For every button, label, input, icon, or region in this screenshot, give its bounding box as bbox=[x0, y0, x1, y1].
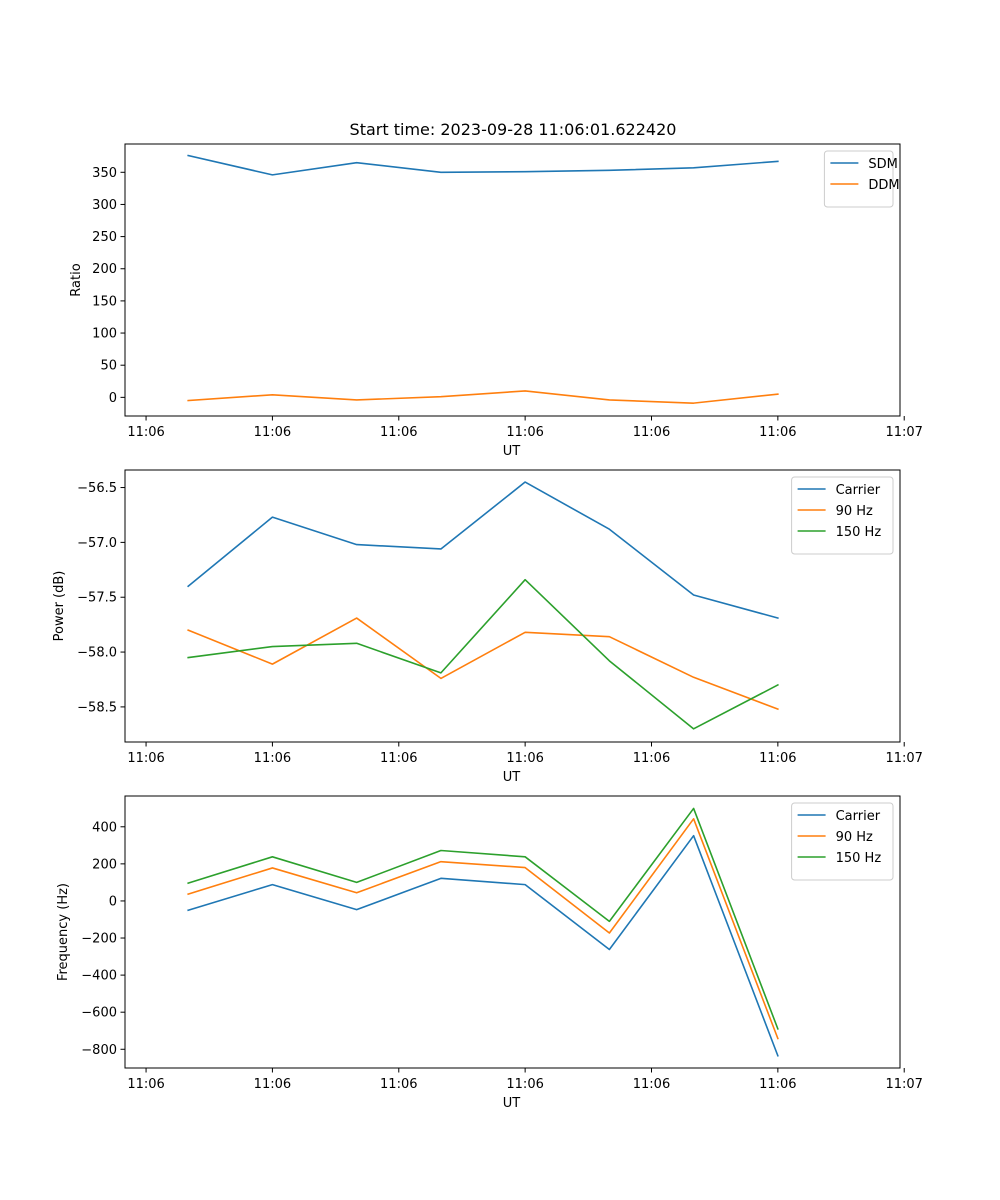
x-tick-label: 11:06 bbox=[633, 1077, 670, 1092]
series-line-ddm bbox=[187, 390, 779, 404]
x-tick-label: 11:06 bbox=[506, 751, 543, 766]
x-tick-label: 11:07 bbox=[885, 751, 922, 766]
legend: Carrier 90 Hz 150 Hz bbox=[791, 802, 894, 881]
y-axis-label: Frequency (Hz) bbox=[56, 883, 71, 981]
x-tick-label: 11:06 bbox=[254, 751, 291, 766]
x-tick-label: 11:06 bbox=[759, 1077, 796, 1092]
x-tick-label: 11:06 bbox=[506, 425, 543, 440]
ratio-panel: Start time: 2023-09-28 11:06:01.622420 1… bbox=[69, 120, 923, 459]
y-tick-label: −57.0 bbox=[77, 536, 117, 551]
legend-label: 150 Hz bbox=[836, 851, 882, 866]
legend: Carrier 90 Hz 150 Hz bbox=[791, 476, 894, 555]
series-line-carrier bbox=[187, 834, 779, 1057]
legend-label: SDM bbox=[868, 157, 897, 172]
y-tick-label: 250 bbox=[92, 230, 117, 245]
y-tick-label: 50 bbox=[100, 359, 117, 374]
x-tick-label: 11:06 bbox=[380, 1077, 417, 1092]
x-tick-label: 11:06 bbox=[633, 425, 670, 440]
y-tick-label: −800 bbox=[81, 1043, 117, 1058]
y-tick-label: 0 bbox=[109, 894, 117, 909]
x-tick-label: 11:06 bbox=[127, 425, 164, 440]
y-tick-label: −58.5 bbox=[77, 700, 117, 715]
x-tick-label: 11:06 bbox=[380, 425, 417, 440]
chart-title: Start time: 2023-09-28 11:06:01.622420 bbox=[350, 120, 677, 139]
axes-frame bbox=[124, 795, 901, 1069]
x-tick-label: 11:06 bbox=[506, 1077, 543, 1092]
series-line-sdm bbox=[187, 154, 779, 176]
legend-box bbox=[823, 150, 894, 208]
x-tick-label: 11:06 bbox=[759, 751, 796, 766]
series-line-90-hz bbox=[187, 617, 779, 711]
axes-frame bbox=[124, 469, 901, 743]
y-tick-label: 0 bbox=[109, 391, 117, 406]
y-tick-label: −200 bbox=[81, 932, 117, 947]
axes-frame bbox=[124, 143, 901, 417]
y-tick-label: 200 bbox=[92, 262, 117, 277]
legend: SDM DDM bbox=[823, 150, 900, 208]
series-line-150-hz bbox=[187, 807, 779, 1030]
y-tick-label: −600 bbox=[81, 1006, 117, 1021]
legend-label: 150 Hz bbox=[836, 525, 882, 540]
x-axis-label: UT bbox=[503, 1096, 521, 1111]
y-tick-label: −57.5 bbox=[77, 591, 117, 606]
frequency-panel: 11:06 11:06 11:06 11:06 11:06 11:06 11:07 −800 −… bbox=[56, 795, 923, 1111]
power-panel: 11:06 11:06 11:06 11:06 11:06 11:06 11:07 −58.5… bbox=[52, 469, 923, 785]
y-tick-label: 400 bbox=[92, 820, 117, 835]
y-tick-label: −58.0 bbox=[77, 646, 117, 661]
x-tick-label: 11:06 bbox=[380, 751, 417, 766]
y-tick-label: −56.5 bbox=[77, 481, 117, 496]
y-tick-label: 300 bbox=[92, 198, 117, 213]
y-tick-label: 150 bbox=[92, 294, 117, 309]
legend-label: 90 Hz bbox=[836, 830, 873, 845]
legend-label: Carrier bbox=[836, 483, 881, 498]
y-tick-label: 100 bbox=[92, 327, 117, 342]
series-line-90-hz bbox=[187, 818, 779, 1040]
x-tick-label: 11:07 bbox=[885, 425, 922, 440]
legend-box bbox=[791, 802, 894, 881]
x-tick-label: 11:06 bbox=[633, 751, 670, 766]
series-line-150-hz bbox=[187, 578, 779, 730]
y-tick-label: −400 bbox=[81, 969, 117, 984]
legend-label: Carrier bbox=[836, 809, 881, 824]
x-axis-label: UT bbox=[503, 770, 521, 785]
x-tick-label: 11:06 bbox=[759, 425, 796, 440]
series-line-carrier bbox=[187, 481, 779, 620]
x-tick-label: 11:06 bbox=[254, 425, 291, 440]
x-axis-label: UT bbox=[503, 444, 521, 459]
y-axis-label: Ratio bbox=[69, 263, 84, 296]
legend-label: DDM bbox=[868, 178, 899, 193]
y-axis-label: Power (dB) bbox=[52, 571, 67, 642]
y-tick-label: 350 bbox=[92, 166, 117, 181]
x-tick-label: 11:06 bbox=[127, 1077, 164, 1092]
x-tick-label: 11:06 bbox=[127, 751, 164, 766]
y-tick-label: 200 bbox=[92, 857, 117, 872]
x-tick-label: 11:06 bbox=[254, 1077, 291, 1092]
legend-box bbox=[791, 476, 894, 555]
legend-label: 90 Hz bbox=[836, 504, 873, 519]
x-tick-label: 11:07 bbox=[885, 1077, 922, 1092]
